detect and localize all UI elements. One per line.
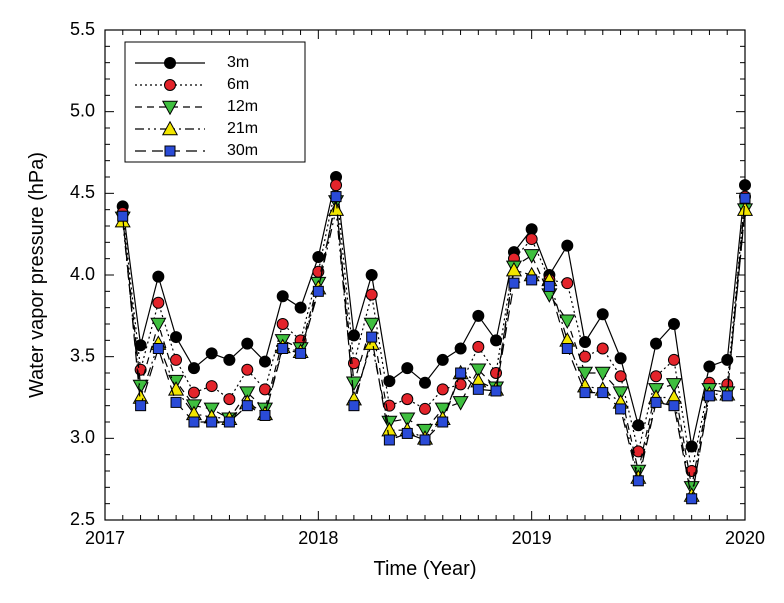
svg-text:2018: 2018	[298, 528, 338, 548]
svg-text:3.0: 3.0	[70, 427, 95, 447]
y-axis-label: Water vapor pressure (hPa)	[26, 152, 48, 398]
svg-text:4.0: 4.0	[70, 264, 95, 284]
svg-text:3m: 3m	[227, 54, 249, 71]
svg-text:2.5: 2.5	[70, 509, 95, 529]
chart-container: 2.5 3.0 3.5 4.0 4.5 5.0 5.5 2017 2018 2019 2020 Tim…	[0, 0, 784, 603]
svg-text:5.0: 5.0	[70, 100, 95, 120]
svg-text:3.5: 3.5	[70, 345, 95, 365]
svg-text:4.5: 4.5	[70, 182, 95, 202]
svg-text:2020: 2020	[725, 528, 765, 548]
line-chart: 2.5 3.0 3.5 4.0 4.5 5.0 5.5 2017 2018 2019 2020 Tim…	[0, 0, 784, 603]
x-axis-label: Time (Year)	[374, 558, 477, 580]
legend: 3m 6m 12m 21m 30m	[125, 42, 305, 162]
svg-text:21m: 21m	[227, 120, 258, 137]
svg-text:2019: 2019	[512, 528, 552, 548]
svg-text:6m: 6m	[227, 76, 249, 93]
svg-text:2017: 2017	[85, 528, 125, 548]
svg-text:30m: 30m	[227, 142, 258, 159]
svg-text:5.5: 5.5	[70, 19, 95, 39]
svg-text:12m: 12m	[227, 98, 258, 115]
